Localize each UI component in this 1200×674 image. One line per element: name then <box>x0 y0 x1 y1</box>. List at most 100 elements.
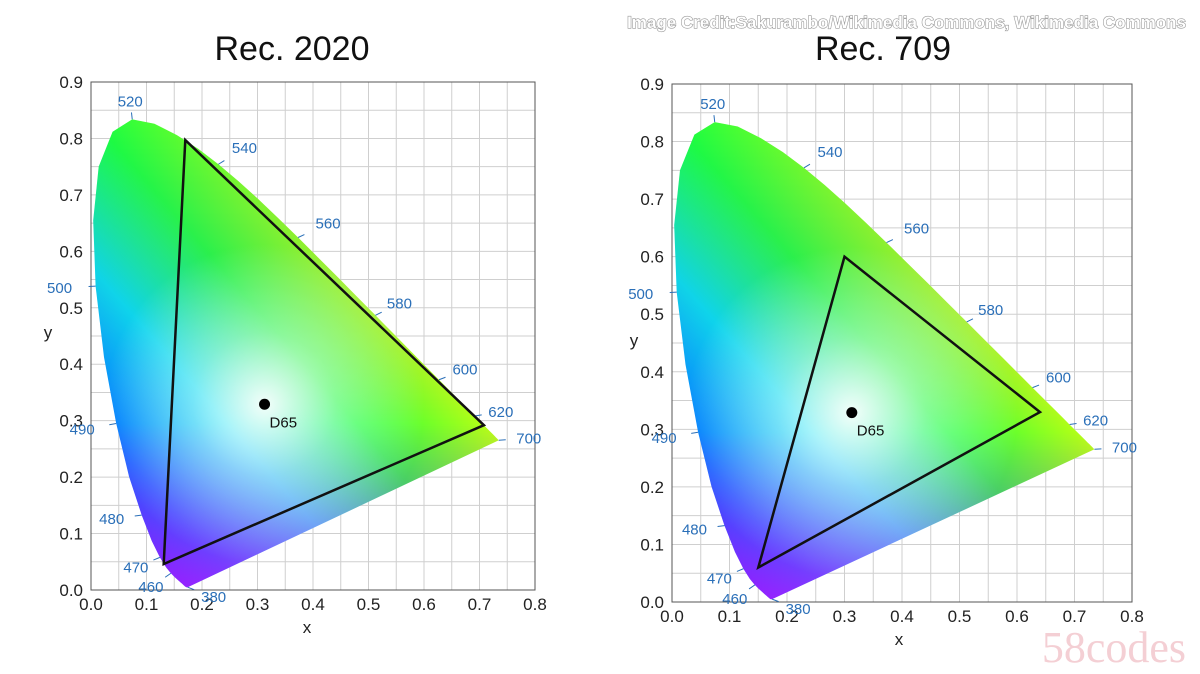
chart-rec709: 0.0 0.1 0.2 0.3 0.4 0.5 0.6 0.7 0.8 0.0 0.1 0.2 0.3 0… <box>628 30 1144 649</box>
x-tick-label: 0.7 <box>1063 607 1087 626</box>
y-tick-label: 0.1 <box>640 535 664 554</box>
x-axis-label: x <box>895 630 904 649</box>
wavelength-label: 470 <box>707 571 732 588</box>
x-tick-label: 0.8 <box>523 595 547 614</box>
y-axis-label: y <box>44 323 53 342</box>
white-point-label: D65 <box>857 423 885 440</box>
locus-white-center <box>93 119 499 588</box>
y-axis-label: y <box>630 331 639 350</box>
chart-title: Rec. 709 <box>815 30 951 68</box>
y-tick-label: 0.5 <box>59 299 83 318</box>
spectral-locus <box>674 122 1095 600</box>
y-tick-label: 0.6 <box>59 242 83 261</box>
white-point-marker <box>259 398 271 410</box>
wavelength-tick <box>771 598 779 603</box>
wavelength-tick <box>803 163 811 169</box>
wavelength-label: 560 <box>316 216 341 233</box>
x-tick-label: 0.0 <box>79 595 103 614</box>
gamut-triangle <box>756 254 1043 571</box>
white-point: D65 <box>846 407 884 440</box>
x-axis-label: x <box>303 618 312 637</box>
y-tick-label: 0.8 <box>640 133 664 152</box>
spectral-locus <box>93 119 499 588</box>
tick-labels: 0.0 0.1 0.2 0.3 0.4 0.5 0.6 0.7 0.8 0.0 0.1 0.2 0.3 0… <box>59 73 546 614</box>
wavelength-tick <box>438 376 446 381</box>
x-tick-label: 0.5 <box>948 607 972 626</box>
locus-white-center <box>674 122 1095 600</box>
plot-frame <box>90 81 536 591</box>
x-tick-label: 0.8 <box>1120 607 1144 626</box>
wavelength-tick <box>134 514 142 517</box>
wavelength-tick <box>886 239 894 244</box>
wavelength-tick <box>153 556 161 561</box>
x-tick-label: 0.1 <box>135 595 159 614</box>
chart-title: Rec. 2020 <box>215 30 370 68</box>
wavelength-label: 470 <box>123 559 148 576</box>
wavelength-tick <box>713 115 716 123</box>
x-tick-label: 0.4 <box>301 595 325 614</box>
wavelength-tick <box>164 572 172 578</box>
chart-rec2020: 0.0 0.1 0.2 0.3 0.4 0.5 0.6 0.7 0.8 0.0 0.1 0.2 0.3 0… <box>44 30 547 637</box>
axes-box <box>671 83 1133 603</box>
y-tick-label: 0.8 <box>59 129 83 148</box>
x-tick-label: 0.1 <box>718 607 742 626</box>
x-tick-label: 0.3 <box>833 607 857 626</box>
x-tick-label: 0.7 <box>468 595 492 614</box>
plot-frame <box>671 83 1133 603</box>
wavelength-tick <box>736 568 744 572</box>
y-tick-label: 0.0 <box>640 593 664 612</box>
wavelength-label: 600 <box>1046 370 1071 387</box>
wavelength-tick <box>691 431 699 434</box>
y-tick-label: 0.4 <box>59 355 83 374</box>
wavelength-label: 560 <box>904 221 929 238</box>
y-tick-label: 0.2 <box>59 468 83 487</box>
wavelength-label: 700 <box>1112 439 1137 456</box>
y-tick-label: 0.9 <box>59 73 83 92</box>
wavelength-label: 620 <box>488 404 513 421</box>
wavelength-label: 380 <box>201 589 226 606</box>
wavelength-label: 460 <box>722 591 747 608</box>
wavelength-tick <box>375 311 382 316</box>
wavelength-label: 480 <box>682 522 707 539</box>
y-tick-label: 0.3 <box>640 420 664 439</box>
wavelength-label: 540 <box>818 144 843 161</box>
y-tick-label: 0.3 <box>59 412 83 431</box>
white-point-label: D65 <box>270 414 298 431</box>
wavelength-label: 500 <box>47 280 72 297</box>
x-tick-label: 0.3 <box>246 595 270 614</box>
image-credit: Image Credit:Sakurambo/Wikimedia Commons… <box>627 13 1186 32</box>
wavelength-label: 620 <box>1083 413 1108 430</box>
x-tick-label: 0.6 <box>1005 607 1029 626</box>
wavelength-tick <box>130 112 133 120</box>
y-tick-label: 0.5 <box>640 305 664 324</box>
gamut-outline <box>756 254 1043 571</box>
white-point-marker <box>846 407 858 419</box>
wavelength-label: 460 <box>138 579 163 596</box>
y-tick-label: 0.7 <box>640 190 664 209</box>
y-tick-label: 0.0 <box>59 581 83 600</box>
wavelength-label: 700 <box>516 430 541 447</box>
watermark: 58codes <box>1042 623 1186 672</box>
wavelength-tick <box>966 318 974 323</box>
y-tick-label: 0.2 <box>640 478 664 497</box>
wavelength-label: 600 <box>452 362 477 379</box>
wavelength-tick <box>748 584 756 590</box>
x-tick-label: 0.0 <box>660 607 684 626</box>
wavelength-label: 490 <box>70 421 95 438</box>
wavelength-tick <box>717 525 725 528</box>
tick-labels: 0.0 0.1 0.2 0.3 0.4 0.5 0.6 0.7 0.8 0.0 0.1 0.2 0.3 0… <box>640 75 1143 626</box>
wavelength-label: 490 <box>652 430 677 447</box>
wavelength-tick <box>297 234 305 238</box>
y-tick-label: 0.6 <box>640 248 664 267</box>
gamut-outline <box>162 137 487 566</box>
x-tick-label: 0.2 <box>190 595 214 614</box>
wavelength-tick <box>1069 422 1077 426</box>
wavelength-tick <box>1032 384 1040 389</box>
wavelength-tick <box>218 160 225 165</box>
wavelength-tick <box>187 586 195 591</box>
x-tick-label: 0.4 <box>890 607 914 626</box>
y-tick-label: 0.7 <box>59 186 83 205</box>
wavelength-label: 380 <box>786 601 811 618</box>
